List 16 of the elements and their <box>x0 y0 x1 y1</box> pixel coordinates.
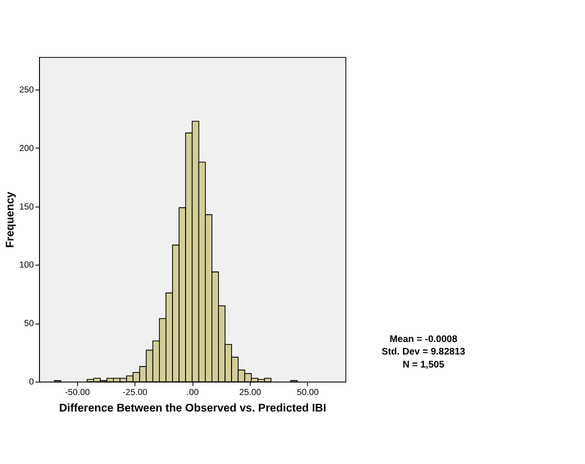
x-tick-label: -50.00 <box>65 386 90 397</box>
text: N = 1,505 <box>402 359 445 370</box>
text: Std. Dev = 9.82813 <box>382 346 466 358</box>
text: Mean = -0.0008 <box>390 334 458 345</box>
x-tick-label: 25.00 <box>239 386 262 397</box>
x-tick-label: 50.00 <box>296 386 319 397</box>
y-tick-label: 0 <box>28 376 34 387</box>
y-tick-label: 50 <box>24 318 34 328</box>
x-tick-label: .00 <box>186 386 199 397</box>
y-tick-label: 150 <box>19 201 34 212</box>
y-tick-label: 200 <box>19 142 34 153</box>
x-axis-title: Difference Between the Observed vs. Predicted IBI <box>59 402 326 415</box>
y-tick-label: 100 <box>19 260 34 270</box>
x-tick-label: -25.00 <box>122 386 148 397</box>
y-tick-label: 250 <box>19 84 34 94</box>
y-axis-title: Frequency <box>4 190 17 248</box>
